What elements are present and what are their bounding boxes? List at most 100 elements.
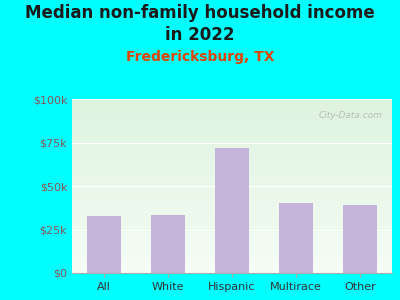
Bar: [72, 152, 392, 153]
Bar: [72, 148, 392, 149]
Bar: [72, 248, 392, 249]
Bar: [72, 247, 392, 248]
Bar: [72, 101, 392, 102]
Bar: [72, 144, 392, 145]
Text: in 2022: in 2022: [165, 26, 235, 44]
Bar: [72, 188, 392, 189]
Bar: [72, 135, 392, 136]
Bar: [72, 209, 392, 210]
Bar: [72, 149, 392, 150]
Bar: [72, 110, 392, 111]
Bar: [72, 133, 392, 134]
Bar: [72, 190, 392, 191]
Bar: [72, 194, 392, 195]
Bar: [87, 216, 121, 273]
Bar: [72, 257, 392, 258]
Bar: [72, 181, 392, 182]
Bar: [72, 168, 392, 169]
Bar: [72, 217, 392, 218]
Bar: [72, 252, 392, 253]
Bar: [72, 184, 392, 185]
Bar: [72, 195, 392, 196]
Bar: [72, 267, 392, 268]
Bar: [72, 271, 392, 272]
Bar: [72, 259, 392, 260]
Bar: [72, 264, 392, 265]
Bar: [72, 255, 392, 256]
Bar: [72, 193, 392, 194]
Bar: [72, 157, 392, 158]
Bar: [72, 200, 392, 201]
Bar: [72, 244, 392, 245]
Bar: [72, 216, 392, 217]
Bar: [72, 136, 392, 137]
Bar: [72, 215, 392, 216]
Bar: [72, 121, 392, 122]
Bar: [72, 182, 392, 183]
Bar: [72, 214, 392, 215]
Bar: [72, 166, 392, 167]
Bar: [72, 130, 392, 131]
Bar: [72, 143, 392, 144]
Bar: [72, 260, 392, 261]
Bar: [72, 114, 392, 115]
Bar: [72, 218, 392, 219]
Bar: [72, 250, 392, 251]
Bar: [72, 117, 392, 118]
Bar: [72, 191, 392, 192]
Bar: [72, 232, 392, 233]
Bar: [72, 210, 392, 211]
Bar: [72, 240, 392, 241]
Bar: [151, 215, 185, 273]
Bar: [72, 268, 392, 269]
Bar: [72, 129, 392, 130]
Bar: [72, 204, 392, 205]
Bar: [72, 112, 392, 113]
Bar: [72, 263, 392, 264]
Bar: [72, 165, 392, 166]
Bar: [72, 249, 392, 250]
Bar: [72, 147, 392, 148]
Bar: [72, 137, 392, 138]
Text: City-Data.com: City-Data.com: [318, 111, 382, 120]
Bar: [72, 175, 392, 176]
Bar: [215, 148, 249, 273]
Bar: [72, 220, 392, 221]
Bar: [72, 230, 392, 231]
Bar: [72, 159, 392, 160]
Bar: [72, 234, 392, 235]
Bar: [72, 186, 392, 187]
Bar: [72, 102, 392, 103]
Bar: [72, 174, 392, 175]
Bar: [72, 146, 392, 147]
Bar: [72, 113, 392, 114]
Bar: [72, 265, 392, 266]
Bar: [72, 118, 392, 119]
Bar: [72, 123, 392, 124]
Bar: [72, 132, 392, 133]
Bar: [72, 202, 392, 203]
Bar: [72, 162, 392, 163]
Bar: [72, 150, 392, 151]
Bar: [72, 225, 392, 226]
Bar: [72, 169, 392, 170]
Bar: [72, 262, 392, 263]
Bar: [72, 122, 392, 123]
Bar: [72, 196, 392, 197]
Bar: [72, 131, 392, 132]
Bar: [72, 237, 392, 238]
Bar: [72, 185, 392, 186]
Bar: [72, 145, 392, 146]
Bar: [72, 140, 392, 141]
Bar: [72, 120, 392, 121]
Bar: [72, 167, 392, 168]
Bar: [72, 206, 392, 207]
Bar: [72, 256, 392, 257]
Bar: [72, 134, 392, 135]
Bar: [72, 126, 392, 127]
Bar: [72, 183, 392, 184]
Bar: [72, 202, 392, 203]
Bar: [72, 103, 392, 104]
Bar: [72, 169, 392, 170]
Text: Median non-family household income: Median non-family household income: [25, 4, 375, 22]
